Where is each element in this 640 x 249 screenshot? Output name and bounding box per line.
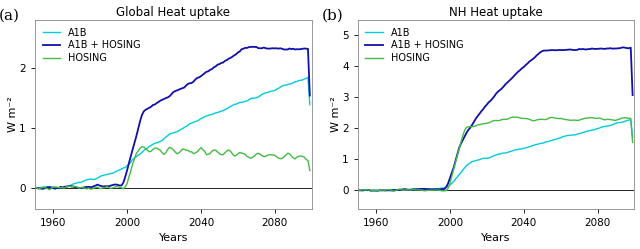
Y-axis label: W m⁻²: W m⁻² [331,96,340,132]
X-axis label: Years: Years [481,234,511,244]
Legend: A1B, A1B + HOSING, HOSING: A1B, A1B + HOSING, HOSING [362,25,466,66]
Legend: A1B, A1B + HOSING, HOSING: A1B, A1B + HOSING, HOSING [40,25,143,66]
Text: (b): (b) [322,8,344,22]
X-axis label: Years: Years [159,234,188,244]
Text: (a): (a) [0,8,20,22]
Y-axis label: W m⁻²: W m⁻² [8,96,18,132]
Title: Global Heat uptake: Global Heat uptake [116,5,230,19]
Title: NH Heat uptake: NH Heat uptake [449,5,543,19]
